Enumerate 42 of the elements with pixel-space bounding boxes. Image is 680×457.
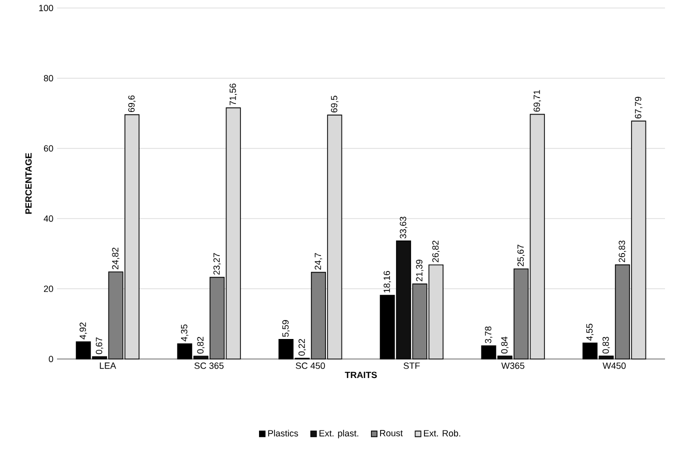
data-label: 69,6 (128, 95, 136, 112)
data-label: 5,59 (282, 320, 290, 337)
x-tick-label: SC 450 (296, 362, 325, 369)
data-label: 4,92 (80, 322, 88, 340)
data-label: 33,63 (400, 216, 408, 238)
data-label: 25,67 (517, 244, 525, 266)
y-tick-label: 40 (44, 215, 54, 222)
x-tick-label: W450 (602, 362, 626, 369)
y-tick-label: 80 (44, 75, 54, 82)
y-tick-label: 60 (44, 145, 54, 152)
data-label: 0,83 (602, 336, 610, 354)
data-label: 21,39 (416, 260, 424, 282)
y-tick-label: 0 (48, 356, 54, 362)
x-tick-label: LEA (100, 362, 116, 369)
data-label: 24,82 (112, 248, 120, 270)
data-label: 18,16 (384, 271, 392, 292)
data-label: 26,83 (618, 240, 626, 262)
data-label: 4,55 (586, 324, 594, 341)
legend-label: Ext. Rob. (424, 430, 460, 436)
data-label: 69,5 (330, 96, 338, 112)
x-tick-label: SC 365 (194, 362, 224, 369)
data-label: 4,35 (180, 324, 188, 342)
data-label: 0,67 (96, 337, 104, 354)
legend-label: Ext. plast. (320, 430, 358, 438)
x-tick-label: W365 (501, 362, 524, 369)
data-label: 0,22 (298, 339, 306, 356)
legend-label: Plastics (268, 430, 298, 436)
data-label: 24,7 (314, 253, 322, 270)
data-label: 71,56 (230, 84, 238, 106)
data-label: 67,79 (634, 96, 642, 118)
data-label: 69,71 (534, 90, 542, 112)
data-label: 3,78 (484, 326, 492, 344)
y-tick-label: 20 (44, 286, 54, 292)
data-label: 23,27 (213, 253, 221, 275)
x-tick-label: STF (404, 362, 420, 369)
data-label: 0,84 (501, 336, 509, 354)
x-axis-title: TRAITS (344, 372, 377, 378)
y-tick-label: 100 (39, 4, 54, 12)
y-axis-title: PERCENTAGE (25, 153, 32, 214)
data-label: 0,82 (197, 336, 205, 354)
data-label: 26,82 (432, 240, 440, 262)
legend-label: Roust (380, 430, 403, 436)
